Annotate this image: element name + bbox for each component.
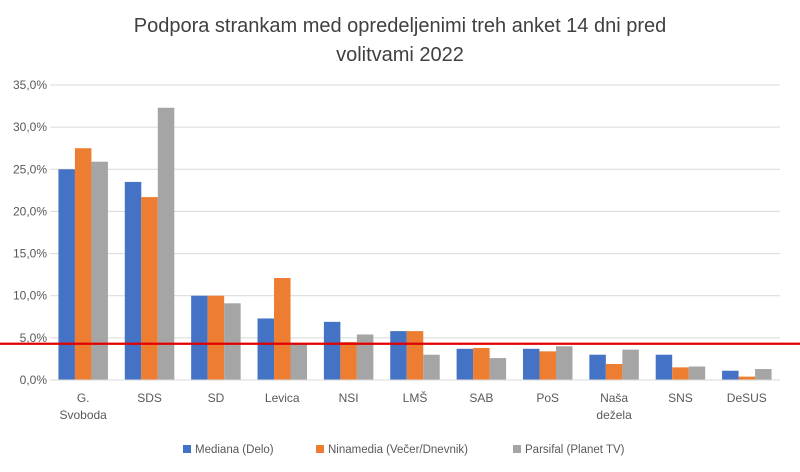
bar <box>124 181 142 380</box>
bar <box>157 107 175 380</box>
x-tick-label: SD <box>208 391 225 405</box>
y-tick-label: 15,0% <box>13 247 47 261</box>
bar <box>473 347 490 380</box>
x-tick-label: LMŠ <box>403 390 428 405</box>
legend-swatch <box>513 445 521 453</box>
bar <box>390 331 407 380</box>
bar <box>91 161 108 380</box>
x-tick-label: Svoboda <box>59 408 107 422</box>
x-tick-label: SDS <box>137 391 162 405</box>
y-tick-label: 5,0% <box>20 331 48 345</box>
x-tick-label: NSI <box>339 391 359 405</box>
bar <box>605 363 623 380</box>
bar <box>539 351 556 380</box>
bar <box>323 321 341 380</box>
bar <box>622 349 639 380</box>
bar <box>555 346 573 380</box>
x-axis-ticks: G. Svoboda SDS SD Levica NSI LMŠ SAB PoS Naša deže… <box>50 379 780 422</box>
bar <box>655 354 673 380</box>
chart-title-line-2: volitvami 2022 <box>336 44 464 66</box>
y-tick-label: 25,0% <box>13 162 47 176</box>
x-tick-label: SAB <box>469 391 493 405</box>
x-tick-label: dežela <box>596 408 632 422</box>
x-tick-label: Levica <box>265 391 300 405</box>
bar <box>722 370 739 380</box>
x-tick-label: DeSUS <box>727 391 767 405</box>
y-tick-label: 20,0% <box>13 204 47 218</box>
bar <box>738 376 756 380</box>
bar <box>58 169 75 380</box>
x-tick-label: G. <box>77 391 90 405</box>
bar <box>688 366 706 380</box>
bar <box>672 367 689 380</box>
x-tick-label: PoS <box>536 391 559 405</box>
legend-label: Ninamedia (Večer/Dnevnik) <box>328 444 468 456</box>
bar <box>522 348 540 380</box>
bar <box>191 295 208 380</box>
x-tick-label: Naša <box>600 391 628 405</box>
bars <box>58 107 772 380</box>
bar <box>74 148 92 380</box>
y-tick-label: 30,0% <box>13 120 47 134</box>
legend-swatch <box>183 445 191 453</box>
bar <box>257 318 275 380</box>
y-tick-label: 35,0% <box>13 78 47 92</box>
chart-title-line-1: Podpora strankam med opredeljenimi treh … <box>134 15 667 37</box>
bar <box>456 348 474 380</box>
bar <box>274 278 291 380</box>
bar <box>755 369 772 380</box>
bar <box>290 343 308 380</box>
legend-label: Mediana (Delo) <box>195 444 274 456</box>
y-tick-label: 0,0% <box>20 373 48 387</box>
y-tick-label: 10,0% <box>13 289 47 303</box>
bar <box>340 342 357 380</box>
bar <box>224 303 241 380</box>
bar <box>489 358 507 380</box>
y-axis-ticks: 0,0% 5,0% 10,0% 15,0% 20,0% 25,0% 30,0% 35,0% <box>13 78 47 387</box>
bar <box>141 197 158 380</box>
bar <box>356 334 374 380</box>
bar <box>589 354 606 380</box>
legend: Mediana (Delo) Ninamedia (Večer/Dnevnik) P… <box>183 444 625 456</box>
x-tick-label: SNS <box>668 391 693 405</box>
bar <box>423 354 440 380</box>
bar <box>406 331 424 380</box>
legend-swatch <box>316 445 324 453</box>
bar <box>207 295 225 380</box>
legend-label: Parsifal (Planet TV) <box>525 444 625 456</box>
